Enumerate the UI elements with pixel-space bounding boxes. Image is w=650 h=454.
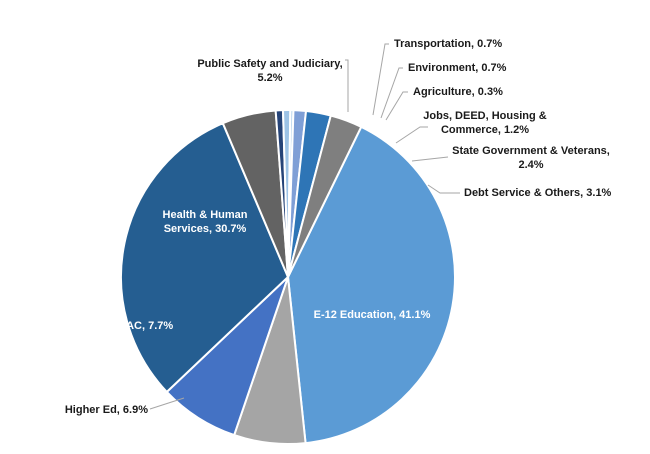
- leader-line: [411, 156, 449, 162]
- leader-line: [345, 59, 349, 112]
- pie-slice: [120, 121, 290, 394]
- leader-line: [385, 91, 408, 121]
- slice-label: PTAC, 7.7%: [113, 320, 174, 332]
- slice-label: State Government & Veterans, 2.4%: [452, 145, 610, 171]
- leader-line: [149, 397, 185, 410]
- slice-label: Agriculture, 0.3%: [413, 86, 503, 98]
- slice-label: Debt Service & Others, 3.1%: [464, 187, 612, 199]
- slice-label: Jobs, DEED, Housing & Commerce, 1.2%: [423, 110, 547, 136]
- slice-label: Higher Ed, 6.9%: [65, 404, 148, 416]
- slice-label: Transportation, 0.7%: [394, 38, 502, 50]
- slice-label: E-12 Education, 41.1%: [314, 309, 431, 321]
- slice-label: Environment, 0.7%: [408, 62, 507, 74]
- leader-line: [380, 67, 403, 119]
- leader-line: [372, 43, 389, 116]
- pie-slice: [286, 125, 456, 445]
- slice-label: Health & Human Services, 30.7%: [163, 209, 248, 235]
- pie-slice: [287, 114, 363, 278]
- leader-line: [395, 126, 428, 144]
- slice-label: Public Safety and Judiciary, 5.2%: [197, 58, 342, 84]
- leader-line: [427, 184, 460, 194]
